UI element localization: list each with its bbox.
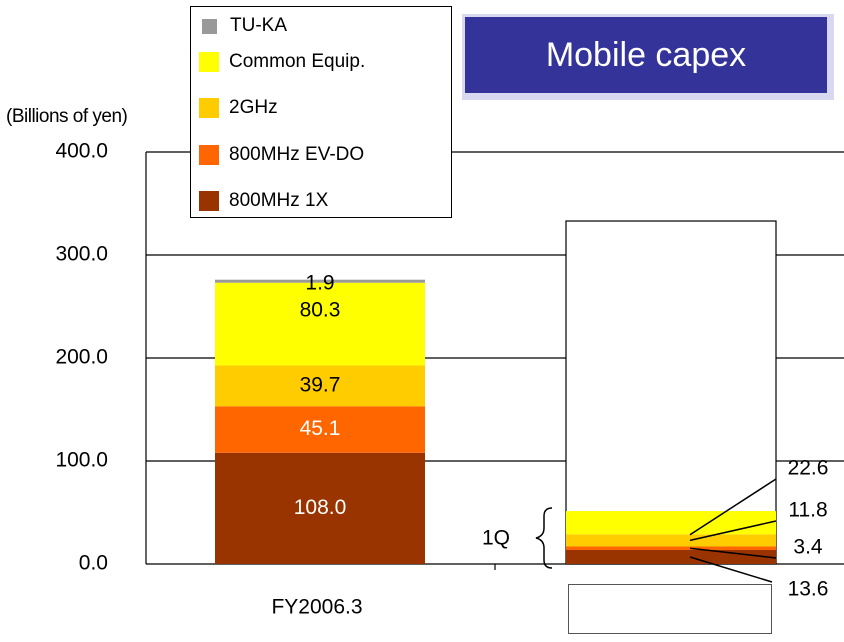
legend-label-800mhz-1x: 800MHz 1X <box>229 190 329 211</box>
x-category-label-fy2006: FY2006.3 <box>271 596 362 619</box>
legend-swatch-800mhz-evdo <box>199 145 219 165</box>
data-label-fy2006-tu-ka: 1.9 <box>305 271 334 294</box>
leader-line-fy2007-common-equip- <box>689 478 777 536</box>
data-label-fy2006-common-equip-: 80.3 <box>300 298 341 321</box>
bar-fy2007-800mhz-1x <box>566 549 776 564</box>
bar-fy2006-800mhz-1x <box>215 452 425 564</box>
bar-fy2006-tu-ka <box>215 279 425 283</box>
chart-title: Mobile capex <box>465 17 827 93</box>
bar-fy2006-common-equip- <box>215 282 425 366</box>
y-tick-label-300.0: 300.0 <box>55 243 108 266</box>
legend-item-common-equip: Common Equip. <box>199 47 365 77</box>
leader-line-fy2007-2ghz <box>689 520 777 542</box>
bar-fy2007-800mhz-ev-do <box>566 546 776 550</box>
leader-line-fy2007-800mhz-1x <box>689 556 773 583</box>
y-tick-label-400.0: 400.0 <box>55 140 108 163</box>
legend-item-tuka: TU-KA <box>199 11 287 41</box>
bar-fy2007-common-equip- <box>566 511 776 535</box>
data-label-fy2006-800mhz-ev-do: 45.1 <box>300 417 341 440</box>
period-label-1q: 1Q <box>482 527 510 550</box>
data-label-fy2007-common-equip-: 22.6 <box>788 457 829 480</box>
legend-swatch-common-equip <box>199 52 219 72</box>
bar-fy2007-forecast-total <box>565 220 777 565</box>
y-tick-label-200.0: 200.0 <box>55 346 108 369</box>
y-tick-label-100.0: 100.0 <box>55 449 108 472</box>
legend-item-2ghz: 2GHz <box>199 93 278 123</box>
data-label-fy2006-800mhz-1x: 108.0 <box>294 496 347 519</box>
data-label-fy2007-800mhz-ev-do: 3.4 <box>793 536 823 559</box>
legend-swatch-800mhz-1x <box>199 191 219 211</box>
legend-item-800mhz-evdo: 800MHz EV-DO <box>199 140 364 170</box>
forecast-category-box <box>568 584 772 634</box>
leader-line-fy2007-800mhz-ev-do <box>689 547 777 559</box>
legend-item-800mhz-1x: 800MHz 1X <box>199 186 328 216</box>
bar-fy2007-2ghz <box>566 534 776 547</box>
legend-swatch-2ghz <box>199 98 219 118</box>
legend-label-800mhz-evdo: 800MHz EV-DO <box>229 144 365 165</box>
legend-label-common-equip: Common Equip. <box>229 51 366 72</box>
bracket-1q <box>535 507 553 569</box>
data-label-fy2007-2ghz: 11.8 <box>788 499 827 522</box>
y-axis-unit-label: (Billions of yen) <box>6 106 128 127</box>
data-label-fy2007-800mhz-1x: 13.6 <box>788 578 829 601</box>
legend-label-tuka: TU-KA <box>230 15 287 36</box>
legend-swatch-tuka <box>202 18 217 34</box>
legend-label-2ghz: 2GHz <box>229 97 278 118</box>
y-tick-label-0.0: 0.0 <box>79 552 108 575</box>
legend: TU-KA Common Equip. 2GHz 800MHz EV-DO 80… <box>190 6 452 218</box>
bar-fy2006-2ghz <box>215 365 425 407</box>
bar-fy2006-800mhz-ev-do <box>215 406 425 453</box>
data-label-fy2006-2ghz: 39.7 <box>300 373 341 396</box>
title-box: Mobile capex <box>462 14 834 100</box>
